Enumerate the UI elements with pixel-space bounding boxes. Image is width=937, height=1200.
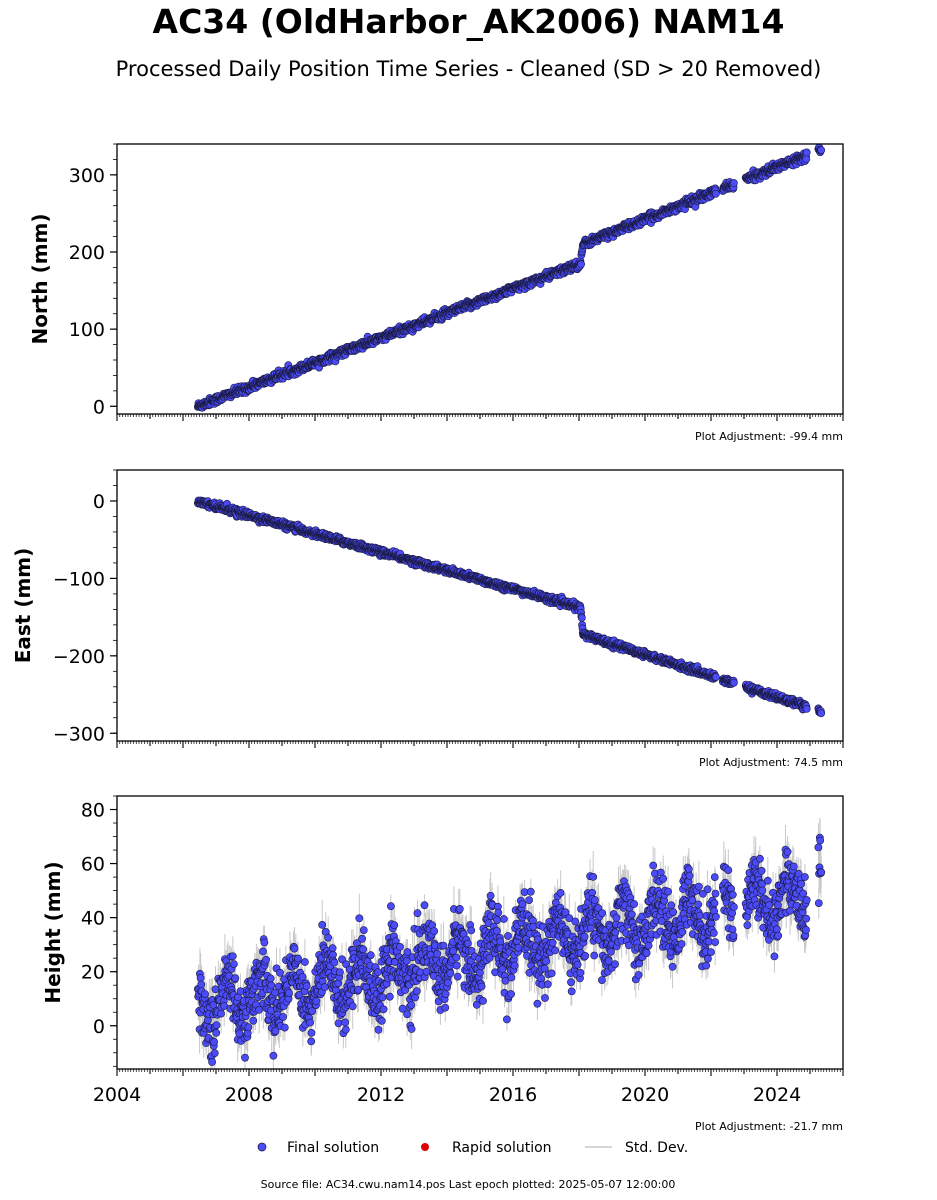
y-tick-label: 200 [69,242,105,264]
y-tick-label: 100 [69,319,105,341]
y-tick-label: 0 [93,396,105,418]
data-point [802,148,811,157]
north-final-solution-points [193,144,826,412]
data-point [817,146,826,154]
page-title: AC34 (OldHarbor_AK2006) NAM14 [152,2,785,41]
page-subtitle: Processed Daily Position Time Series - C… [115,57,822,81]
y-tick-label: 300 [69,165,105,187]
north-y-axis-label: North (mm) [28,213,52,344]
data-point [712,189,720,198]
panel-north: 0 100 200 300 North (mm) Plot Adjustment: -99… [28,143,844,443]
north-plot-adjustment: Plot Adjustment: -99.4 mm [695,430,843,443]
data-point [577,260,585,269]
data-point [730,179,738,187]
data-point [802,155,811,163]
